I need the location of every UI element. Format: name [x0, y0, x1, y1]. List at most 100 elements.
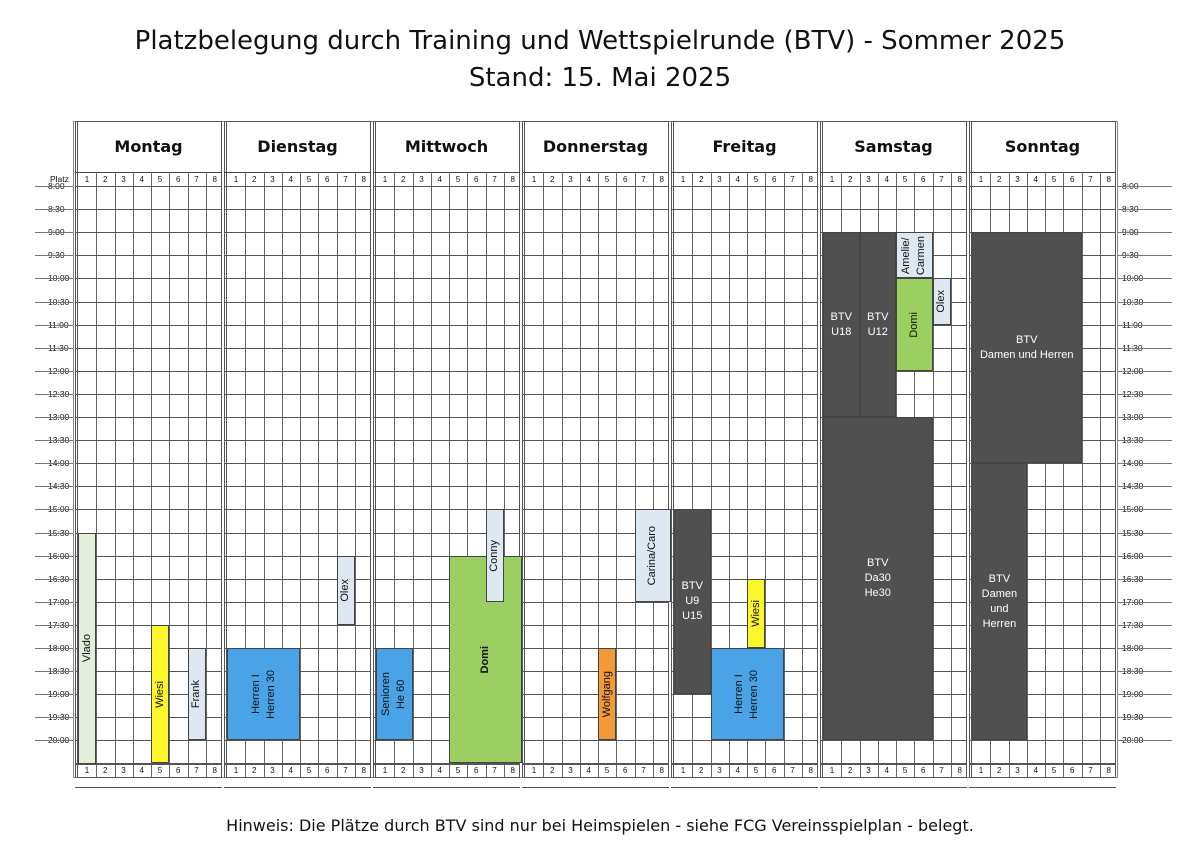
time-tick-right [1118, 347, 1172, 349]
court-number: 4 [586, 766, 591, 775]
court-number: 7 [1088, 175, 1093, 184]
booking-block[interactable]: Vlado [78, 532, 97, 764]
booking-block[interactable]: Wiesi [151, 624, 170, 764]
court-number: 1 [84, 175, 90, 184]
court-divider [932, 172, 934, 778]
booking-block[interactable]: Herren I Herren 30 [710, 648, 784, 741]
time-row-line [75, 486, 222, 488]
booking-block[interactable]: BTV Damen und Herren [972, 232, 1082, 464]
time-row-line [522, 301, 669, 303]
court-number: 5 [455, 766, 461, 775]
time-tick-right [1118, 624, 1172, 626]
time-row-line [373, 440, 520, 442]
court-number: 4 [139, 175, 144, 184]
time-row-line [671, 301, 818, 303]
booking-block[interactable]: BTV Da30 He30 [823, 417, 933, 741]
time-row-line [969, 740, 1116, 742]
court-number: 4 [884, 175, 889, 184]
court-number: 3 [419, 175, 424, 184]
time-row-line [75, 694, 222, 696]
day-name-dienstag: Dienstag [257, 137, 338, 156]
court-number: 1 [382, 766, 388, 775]
time-row-line [969, 786, 1116, 788]
time-row-line [75, 463, 222, 465]
time-tick-left [35, 393, 73, 395]
court-number: 8 [361, 175, 366, 184]
time-row-line [522, 694, 669, 696]
time-row-line [373, 578, 520, 580]
court-number: 1 [382, 175, 388, 184]
booking-block[interactable]: BTV U9 U15 [674, 509, 711, 695]
booking-block[interactable]: Olex [932, 278, 951, 325]
time-tick-right [1118, 417, 1172, 418]
court-number: 8 [212, 175, 217, 184]
time-row-line [820, 209, 967, 211]
booking-block[interactable]: Senioren He 60 [376, 648, 413, 741]
court-number: 7 [939, 766, 944, 775]
court-number: 8 [957, 175, 962, 184]
time-row-line [224, 232, 371, 234]
booking-block[interactable]: Olex [336, 555, 355, 625]
court-number: 2 [550, 766, 555, 775]
booking-block[interactable]: Amelie/ Carmen [896, 232, 933, 279]
time-tick-left [35, 440, 73, 442]
time-tick-right [1118, 186, 1172, 187]
court-number: 5 [902, 766, 908, 775]
court-number: 4 [139, 766, 144, 775]
booking-block[interactable]: Wolfgang [598, 648, 617, 741]
time-tick-left [35, 209, 73, 211]
booking-block[interactable]: BTV U12 [859, 232, 896, 417]
time-row-line [373, 393, 520, 395]
court-number: 4 [735, 175, 740, 184]
day-box [75, 121, 222, 778]
time-row-line [75, 255, 222, 257]
booking-label: Wiesi [153, 680, 166, 708]
time-tick-left [35, 717, 73, 719]
booking-block[interactable]: Wiesi [747, 578, 766, 648]
booking-label: Herren I Herren 30 [733, 669, 760, 719]
time-row-line [522, 370, 669, 372]
time-row-line [522, 763, 669, 765]
court-number: 2 [401, 175, 406, 184]
court-number: 5 [902, 175, 908, 184]
booking-block[interactable]: BTV Damen und Herren [972, 463, 1027, 741]
booking-label: BTV Da30 He30 [864, 557, 891, 600]
court-divider [318, 172, 320, 778]
time-row-line [671, 255, 818, 257]
booking-block[interactable]: BTV U18 [823, 232, 860, 417]
court-number: 5 [157, 175, 163, 184]
day-header-line [373, 172, 520, 173]
court-number: 6 [1070, 175, 1075, 184]
court-number: 6 [623, 766, 628, 775]
booking-block[interactable]: Carina/Caro [634, 509, 671, 602]
court-number: 7 [790, 175, 795, 184]
time-row-line [75, 232, 222, 234]
booking-block[interactable]: Conny [485, 509, 504, 602]
court-number: 1 [829, 175, 835, 184]
court-divider [728, 172, 730, 778]
booking-block[interactable]: Frank [187, 648, 206, 741]
court-divider [783, 172, 785, 778]
time-row-line [224, 763, 371, 765]
time-tick-right [1118, 440, 1172, 442]
time-row-line [373, 648, 520, 649]
court-number: 1 [233, 766, 239, 775]
time-tick-right [1118, 532, 1172, 534]
booking-block[interactable]: Domi [896, 278, 933, 371]
court-number: 6 [772, 175, 777, 184]
time-row-line [75, 417, 222, 418]
time-row-line [224, 393, 371, 395]
time-tick-left [35, 324, 73, 326]
court-divider [1063, 172, 1065, 778]
court-number: 5 [753, 766, 759, 775]
time-row-line [373, 671, 520, 673]
day-header-line [969, 172, 1116, 173]
day-name-samstag: Samstag [854, 137, 933, 156]
time-row-line [75, 532, 222, 534]
court-number: 2 [252, 175, 257, 184]
time-tick-right [1118, 255, 1172, 257]
page-subtitle: Stand: 15. Mai 2025 [468, 63, 732, 93]
time-row-line [522, 578, 669, 580]
time-row-line [224, 440, 371, 442]
booking-block[interactable]: Herren I Herren 30 [227, 648, 300, 741]
